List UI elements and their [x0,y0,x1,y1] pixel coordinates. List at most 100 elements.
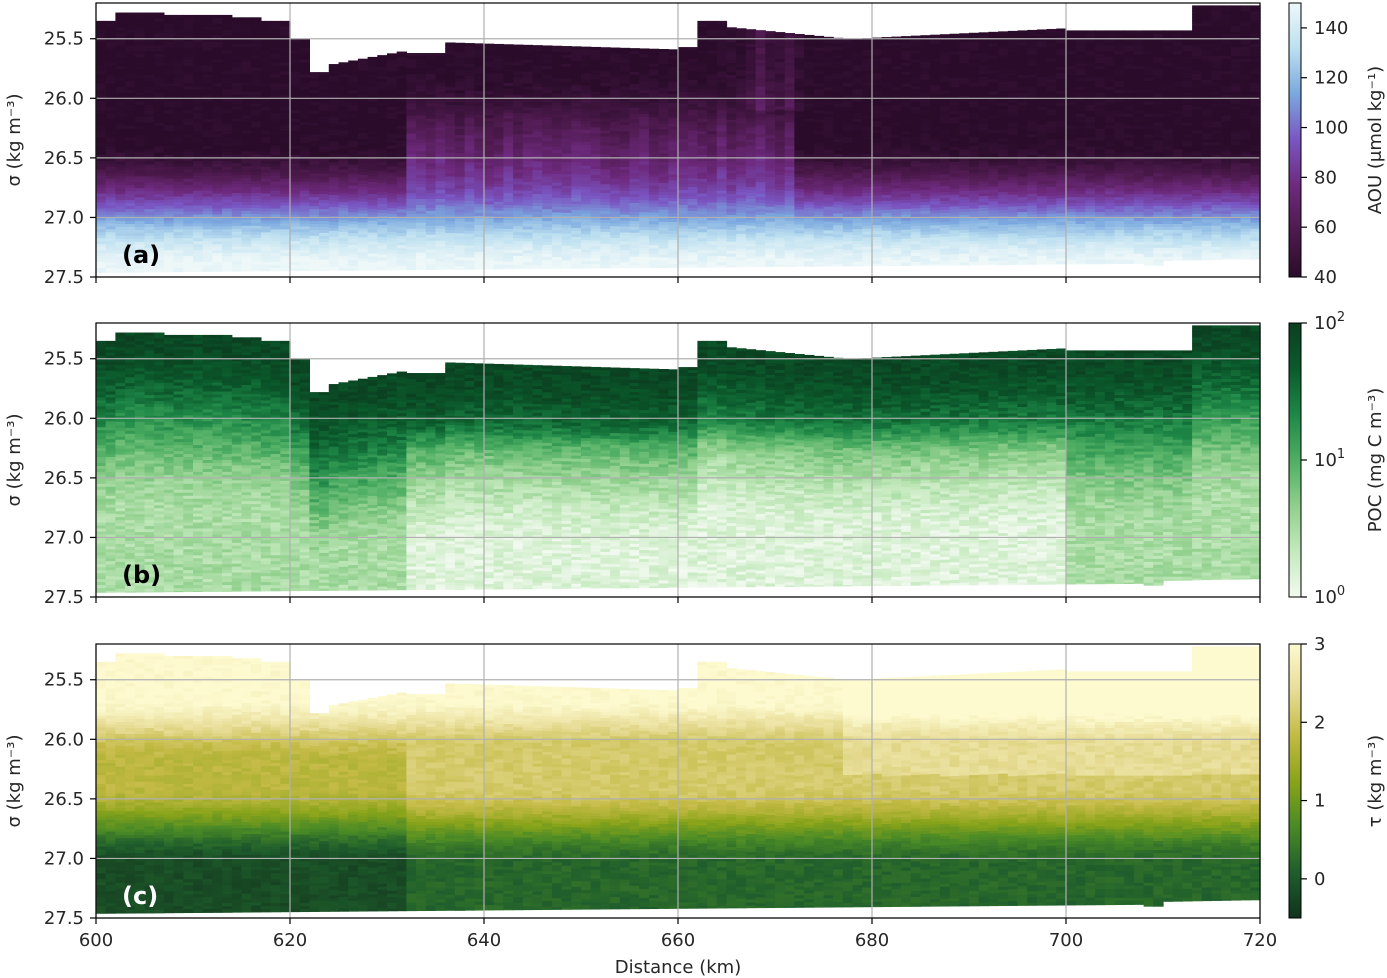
heatmap-cell [241,249,252,254]
heatmap-cell [387,74,398,78]
heatmap-cell [115,84,126,88]
heatmap-cell [202,62,213,67]
heatmap-cell [338,86,349,90]
heatmap-cell [222,128,233,132]
heatmap-cell [251,124,262,129]
heatmap-cell [357,142,369,146]
heatmap-cell [280,116,291,120]
heatmap-cell [484,258,495,262]
heatmap-cell [445,116,456,121]
heatmap-cell [319,182,330,186]
heatmap-cell [251,190,262,194]
heatmap-cell [280,89,291,93]
heatmap-cell [96,47,107,52]
heatmap-cell [435,142,446,146]
heatmap-cell [464,126,475,131]
heatmap-cell [406,133,417,138]
heatmap-cell [396,206,407,210]
heatmap-cell [396,188,407,193]
heatmap-cell [96,62,107,67]
heatmap-cell [183,98,194,102]
heatmap-cell [144,223,155,228]
heatmap-cell [260,119,272,123]
heatmap-cell [260,145,272,150]
heatmap-cell [231,163,243,167]
heatmap-cell [367,113,378,118]
heatmap-cell [290,178,301,183]
heatmap-cell [125,218,136,222]
heatmap-cell [367,232,378,237]
heatmap-cell [309,191,320,195]
heatmap-cell [202,47,213,52]
heatmap-cell [357,174,369,179]
heatmap-cell [435,88,446,93]
heatmap-cell [377,75,388,80]
heatmap-cell [154,60,165,64]
heatmap-cell [290,140,301,144]
heatmap-cell [396,120,407,124]
heatmap-cell [270,71,281,76]
heatmap-cell [115,137,126,142]
heatmap-cell [270,107,281,111]
heatmap-cell [115,262,126,267]
heatmap-cell [144,78,155,82]
heatmap-cell [222,89,233,93]
heatmap-cell [435,100,446,105]
heatmap-cell [464,63,475,68]
heatmap-cell [377,132,388,137]
heatmap-cell [396,197,407,202]
heatmap-cell [241,91,252,96]
heatmap-cell [144,131,155,136]
heatmap-cell [445,102,456,106]
heatmap-cell [125,212,136,216]
heatmap-cell [251,204,262,209]
heatmap-cell [125,30,136,34]
heatmap-cell [299,68,310,73]
heatmap-cell [154,98,165,103]
heatmap-cell [387,80,398,84]
heatmap-cell [163,247,175,251]
heatmap-cell [231,210,243,215]
heatmap-cell [280,92,291,96]
heatmap-cell [503,59,514,63]
heatmap-cell [154,104,165,109]
heatmap-cell [484,43,495,48]
heatmap-cell [193,23,204,28]
heatmap-cell [231,142,243,146]
heatmap-cell [319,122,330,127]
heatmap-cell [474,233,485,238]
heatmap-cell [193,131,204,135]
heatmap-cell [96,50,107,55]
heatmap-cell [464,165,475,169]
heatmap-cell [251,44,262,48]
heatmap-cell [445,42,456,47]
heatmap-cell [387,151,398,156]
heatmap-cell [193,166,204,171]
heatmap-cell [231,204,243,209]
heatmap-cell [183,44,194,49]
heatmap-cell [125,241,136,246]
heatmap-cell [202,172,213,177]
heatmap-cell [406,56,417,60]
heatmap-cell [396,84,407,88]
heatmap-cell [241,234,252,239]
heatmap-cell [173,193,184,198]
heatmap-cell [163,259,175,263]
heatmap-cell [173,154,184,159]
heatmap-cell [474,46,485,50]
heatmap-cell [396,179,407,184]
heatmap-cell [241,23,252,27]
heatmap-cell [222,14,233,19]
heatmap-cell [231,243,243,248]
heatmap-cell [290,172,301,177]
heatmap-cell [406,219,417,224]
heatmap-cell [144,137,155,142]
heatmap-cell [125,185,136,189]
heatmap-cell [280,214,291,219]
heatmap-cell [445,221,456,225]
heatmap-cell [154,27,165,31]
heatmap-cell [134,229,146,234]
heatmap-cell [377,245,388,250]
heatmap-cell [416,160,427,164]
heatmap-cell [212,68,223,73]
